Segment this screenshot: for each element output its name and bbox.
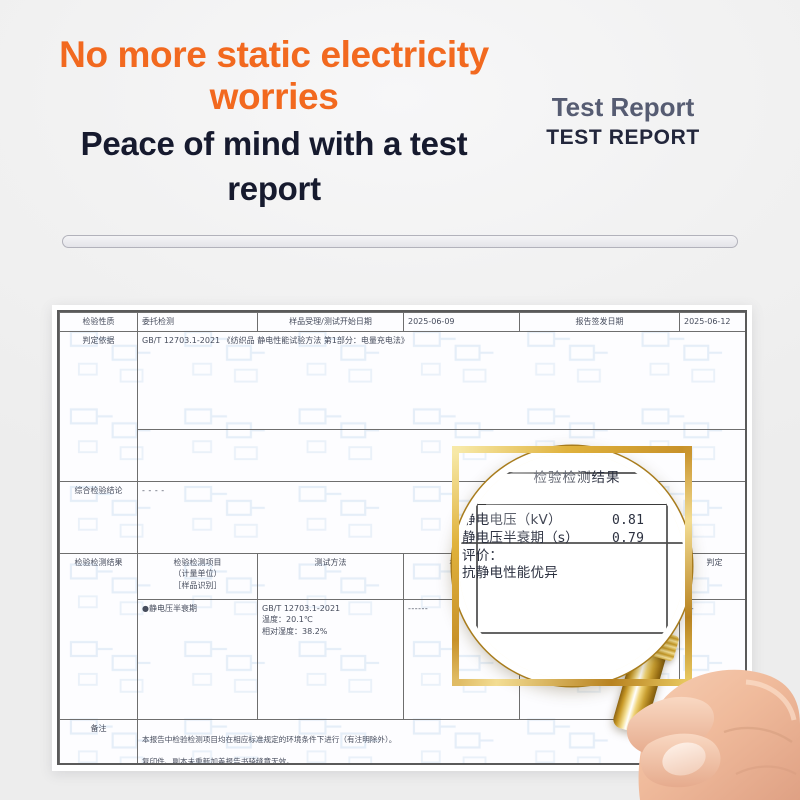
headline-line-4: report: [227, 169, 321, 207]
headline-line-3: Peace of mind with a test: [80, 125, 468, 163]
report-title-sub: TEST REPORT: [546, 126, 700, 149]
cell-standard-text: GB/T 12703.1-2021 《纺织品 静电性能试验方法 第1部分：电量充…: [137, 330, 745, 430]
table-row-judgement-basis-blank: [60, 428, 745, 482]
headline-line-1: No more static electricity: [59, 34, 489, 75]
report-title-main: Test Report: [551, 92, 695, 122]
cell-nature-label: 检验性质: [59, 312, 138, 332]
report-title-block: Test Report TEST REPORT: [498, 92, 748, 150]
cell-remarks-label: 备注: [59, 718, 138, 763]
cell-result-method: GB/T 12703.1-2021 温度：20.1℃ 相对湿度：38.2%: [257, 598, 404, 720]
cell-col-standard: 标准值: [403, 552, 520, 600]
table-row-judgement-basis: 判定依据 GB/T 12703.1-2021 《纺织品 静电性能试验方法 第1部…: [59, 330, 745, 482]
hand-illustration: [626, 669, 800, 800]
cell-result-item: ●静电压半衰期: [137, 598, 258, 720]
cell-col-result: 检验检测结果: [519, 552, 680, 600]
cell-overall-conclusion-value: - - - -: [137, 480, 745, 554]
cell-col-verdict: 判定: [679, 552, 745, 600]
cell-issue-value: 2025-06-12: [679, 312, 745, 332]
cell-result-standard: ------: [403, 598, 520, 720]
cell-receipt-label: 样品受理/测试开始日期: [257, 312, 404, 332]
table-row-header-info: 检验性质 委托检测 样品受理/测试开始日期 2025-06-09 报告签发日期 …: [59, 312, 745, 332]
cell-results-label: 检验检测结果: [59, 552, 138, 720]
remark-line-1: 本报告中检验检测项目均在相应标准规定的环境条件下进行（有注明除外）。: [142, 734, 397, 744]
cell-judgement-basis-label: 判定依据: [59, 330, 138, 482]
cell-nature-value: 委托检测: [137, 312, 258, 332]
remark-line-2: 复印件、副本未重新加盖报告书骑缝章无效。: [142, 756, 294, 765]
headline-block: No more static electricity worries Peace…: [0, 34, 548, 208]
cell-issue-label: 报告签发日期: [519, 312, 680, 332]
thumbnail: [662, 742, 706, 776]
cell-col-method: 测试方法: [257, 552, 404, 600]
table-row-overall-conclusion: 综合检验结论 - - - -: [59, 480, 745, 554]
table-row-results-header: 检验检测结果 检验检测项目 （计量单位） ［样品识别］ 测试方法 标准值 检验检…: [59, 552, 745, 720]
divider-bar: [62, 235, 738, 248]
headline-line-2: worries: [209, 76, 339, 118]
cell-receipt-value: 2025-06-09: [403, 312, 520, 332]
cell-col-item: 检验检测项目 （计量单位） ［样品识别］: [137, 552, 258, 600]
cell-judgement-basis-value: [137, 428, 745, 482]
cell-overall-conclusion-label: 综合检验结论: [59, 480, 138, 554]
